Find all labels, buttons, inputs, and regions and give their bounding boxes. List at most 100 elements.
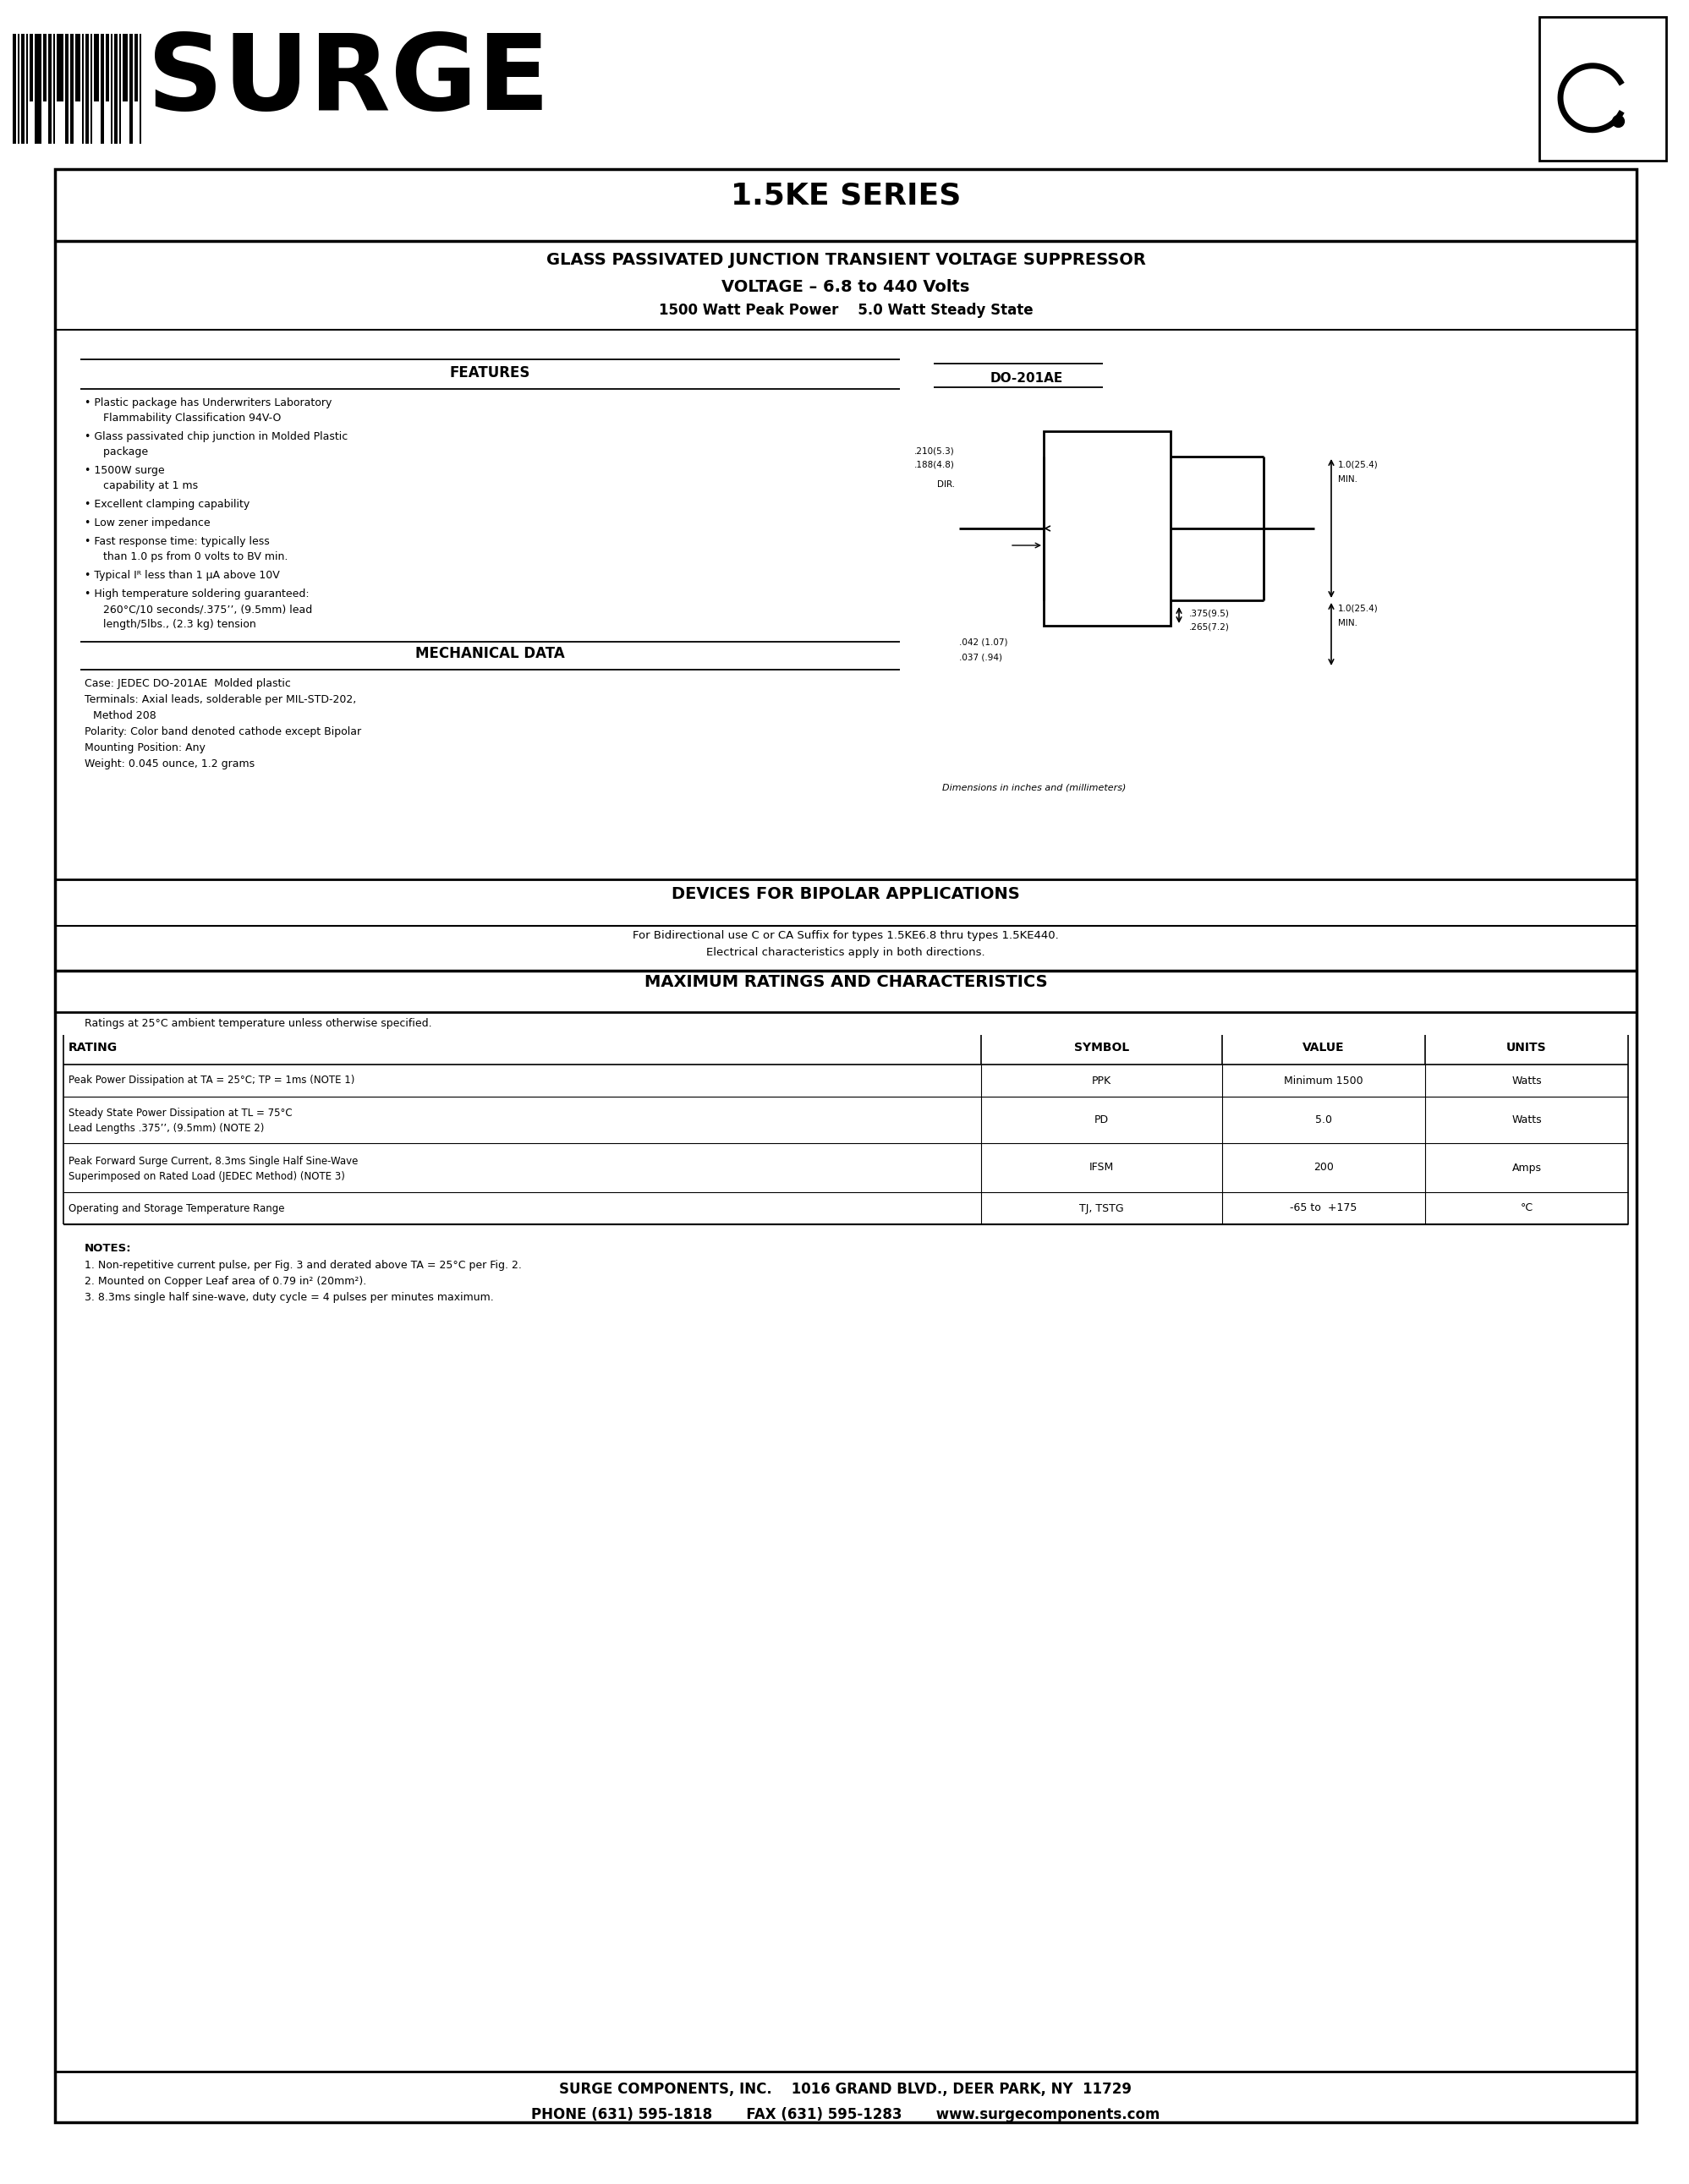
Bar xyxy=(22,33,25,144)
Text: ON BOARD: ON BOARD xyxy=(1571,144,1635,155)
Text: PPK: PPK xyxy=(1091,1075,1111,1085)
Text: NOTES:: NOTES: xyxy=(84,1243,132,1254)
Bar xyxy=(66,33,69,144)
Bar xyxy=(1539,17,1665,46)
Text: Dimensions in inches and (millimeters): Dimensions in inches and (millimeters) xyxy=(942,782,1127,791)
Text: .037 (.94): .037 (.94) xyxy=(959,653,1002,662)
Bar xyxy=(91,33,93,144)
Text: .188(4.8): .188(4.8) xyxy=(914,461,954,467)
Text: 260°C/10 seconds/.375’’, (9.5mm) lead: 260°C/10 seconds/.375’’, (9.5mm) lead xyxy=(93,603,312,614)
Bar xyxy=(64,1192,1628,1225)
Text: 3. 8.3ms single half sine-wave, duty cycle = 4 pulses per minutes maximum.: 3. 8.3ms single half sine-wave, duty cyc… xyxy=(84,1293,493,1304)
Text: SURGE COMPONENTS, INC.    1016 GRAND BLVD., DEER PARK, NY  11729: SURGE COMPONENTS, INC. 1016 GRAND BLVD.,… xyxy=(559,2081,1132,2097)
Text: • High temperature soldering guaranteed:: • High temperature soldering guaranteed: xyxy=(84,587,309,598)
Text: DIR.: DIR. xyxy=(937,480,954,489)
Bar xyxy=(101,33,105,144)
Bar xyxy=(130,33,133,144)
Text: • Fast response time: typically less: • Fast response time: typically less xyxy=(84,535,270,546)
Text: Flammability Classification 94V-O: Flammability Classification 94V-O xyxy=(93,413,280,424)
Text: 2. Mounted on Copper Leaf area of 0.79 in² (20mm²).: 2. Mounted on Copper Leaf area of 0.79 i… xyxy=(84,1275,367,1286)
Bar xyxy=(64,1142,1628,1192)
Text: Ratings at 25°C ambient temperature unless otherwise specified.: Ratings at 25°C ambient temperature unle… xyxy=(84,1018,432,1029)
Bar xyxy=(57,33,64,100)
Text: Polarity: Color band denoted cathode except Bipolar: Polarity: Color band denoted cathode exc… xyxy=(84,727,361,738)
Bar xyxy=(64,1064,1628,1096)
Text: SURGE: SURGE xyxy=(147,31,549,131)
Text: Terminals: Axial leads, solderable per MIL-STD-202,: Terminals: Axial leads, solderable per M… xyxy=(84,695,356,705)
Text: QUALITY: QUALITY xyxy=(1578,24,1628,35)
Text: 200: 200 xyxy=(1314,1162,1334,1173)
Text: Weight: 0.045 ounce, 1.2 grams: Weight: 0.045 ounce, 1.2 grams xyxy=(84,758,255,769)
Bar xyxy=(56,168,1637,2123)
Bar xyxy=(35,33,42,144)
Text: .265(7.2): .265(7.2) xyxy=(1189,622,1230,631)
Text: DO-201AE: DO-201AE xyxy=(990,371,1064,384)
Text: PHONE (631) 595-1818       FAX (631) 595-1283       www.surgecomponents.com: PHONE (631) 595-1818 FAX (631) 595-1283 … xyxy=(532,2108,1160,2123)
Text: Method 208: Method 208 xyxy=(93,710,157,721)
Bar xyxy=(86,33,90,144)
Text: VALUE: VALUE xyxy=(1302,1042,1344,1053)
Bar xyxy=(115,33,118,144)
Text: °C: °C xyxy=(1520,1203,1534,1214)
Text: • Glass passivated chip junction in Molded Plastic: • Glass passivated chip junction in Mold… xyxy=(84,430,348,441)
Text: IFSM: IFSM xyxy=(1089,1162,1115,1173)
Text: GLASS PASSIVATED JUNCTION TRANSIENT VOLTAGE SUPPRESSOR: GLASS PASSIVATED JUNCTION TRANSIENT VOLT… xyxy=(546,251,1145,269)
Text: 1. Non-repetitive current pulse, per Fig. 3 and derated above TA = 25°C per Fig.: 1. Non-repetitive current pulse, per Fig… xyxy=(84,1260,522,1271)
Text: VOLTAGE – 6.8 to 440 Volts: VOLTAGE – 6.8 to 440 Volts xyxy=(721,280,969,295)
Text: 1500 Watt Peak Power    5.0 Watt Steady State: 1500 Watt Peak Power 5.0 Watt Steady Sta… xyxy=(659,304,1034,319)
Bar xyxy=(135,33,138,100)
Text: For Bidirectional use C or CA Suffix for types 1.5KE6.8 thru types 1.5KE440.: For Bidirectional use C or CA Suffix for… xyxy=(633,930,1059,941)
Bar xyxy=(44,33,47,100)
Bar xyxy=(49,33,52,144)
Text: PD: PD xyxy=(1094,1114,1110,1125)
Text: .042 (1.07): .042 (1.07) xyxy=(959,638,1008,646)
Bar xyxy=(83,33,84,144)
Text: • Typical Iᴿ less than 1 μA above 10V: • Typical Iᴿ less than 1 μA above 10V xyxy=(84,570,280,581)
Text: Mounting Position: Any: Mounting Position: Any xyxy=(84,743,206,753)
Text: -65 to  +175: -65 to +175 xyxy=(1290,1203,1358,1214)
Bar xyxy=(120,33,122,144)
Text: Minimum 1500: Minimum 1500 xyxy=(1284,1075,1363,1085)
Text: Peak Power Dissipation at TA = 25°C; TP = 1ms (NOTE 1): Peak Power Dissipation at TA = 25°C; TP … xyxy=(69,1075,355,1085)
Text: DEVICES FOR BIPOLAR APPLICATIONS: DEVICES FOR BIPOLAR APPLICATIONS xyxy=(672,887,1020,902)
Bar xyxy=(1539,17,1665,162)
Text: Operating and Storage Temperature Range: Operating and Storage Temperature Range xyxy=(69,1203,285,1214)
Bar xyxy=(111,33,113,144)
Text: capability at 1 ms: capability at 1 ms xyxy=(93,480,198,491)
Bar xyxy=(106,33,110,100)
Text: Superimposed on Rated Load (JEDEC Method) (NOTE 3): Superimposed on Rated Load (JEDEC Method… xyxy=(69,1171,345,1182)
Text: FEATURES: FEATURES xyxy=(449,365,530,380)
Bar xyxy=(27,33,29,144)
Text: MIN.: MIN. xyxy=(1338,476,1358,483)
Bar xyxy=(1044,430,1170,625)
Bar xyxy=(19,33,20,144)
Text: 1.0(25.4): 1.0(25.4) xyxy=(1338,605,1378,614)
Bar xyxy=(140,33,142,144)
Text: 1.5KE SERIES: 1.5KE SERIES xyxy=(731,181,961,210)
Text: than 1.0 ps from 0 volts to BV min.: than 1.0 ps from 0 volts to BV min. xyxy=(93,550,287,561)
Text: .210(5.3): .210(5.3) xyxy=(914,446,954,454)
Bar xyxy=(71,33,74,144)
Bar xyxy=(14,33,17,144)
Text: TJ, TSTG: TJ, TSTG xyxy=(1079,1203,1123,1214)
Text: Steady State Power Dissipation at TL = 75°C: Steady State Power Dissipation at TL = 7… xyxy=(69,1107,292,1118)
Text: • 1500W surge: • 1500W surge xyxy=(84,465,164,476)
Text: 1.0(25.4): 1.0(25.4) xyxy=(1338,461,1378,470)
Text: • Low zener impedance: • Low zener impedance xyxy=(84,518,209,529)
Text: Watts: Watts xyxy=(1512,1114,1542,1125)
Text: length/5lbs., (2.3 kg) tension: length/5lbs., (2.3 kg) tension xyxy=(93,618,257,629)
Text: 5.0: 5.0 xyxy=(1316,1114,1333,1125)
Text: Lead Lengths .375’’, (9.5mm) (NOTE 2): Lead Lengths .375’’, (9.5mm) (NOTE 2) xyxy=(69,1123,263,1133)
Text: Watts: Watts xyxy=(1512,1075,1542,1085)
Bar xyxy=(95,33,100,100)
Bar xyxy=(54,33,56,144)
Text: • Excellent clamping capability: • Excellent clamping capability xyxy=(84,498,250,509)
Text: Amps: Amps xyxy=(1512,1162,1542,1173)
Bar xyxy=(123,33,128,100)
Bar xyxy=(76,33,81,100)
Text: UNITS: UNITS xyxy=(1507,1042,1547,1053)
Text: SYMBOL: SYMBOL xyxy=(1074,1042,1130,1053)
Text: .375(9.5): .375(9.5) xyxy=(1189,609,1230,618)
Text: MIN.: MIN. xyxy=(1338,618,1358,627)
Text: Electrical characteristics apply in both directions.: Electrical characteristics apply in both… xyxy=(706,948,985,959)
